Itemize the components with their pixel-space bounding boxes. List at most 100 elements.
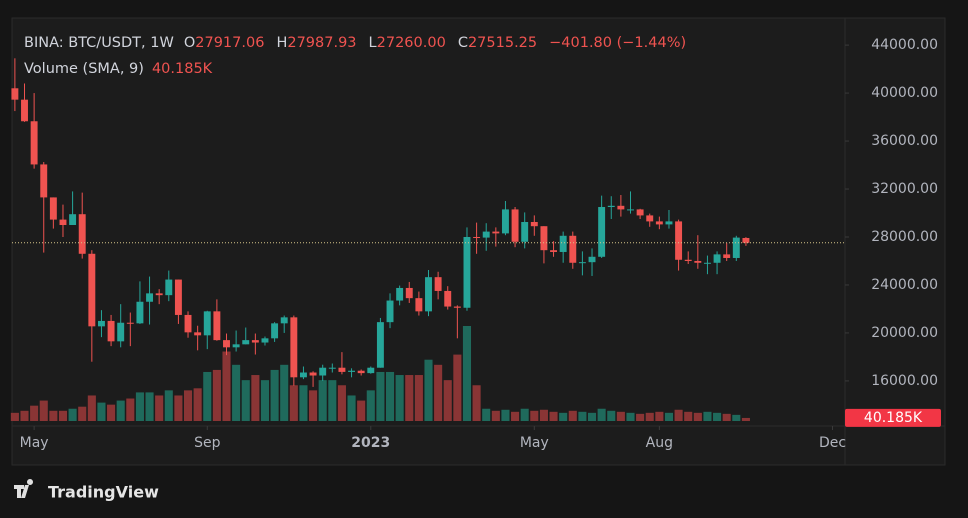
volume-bar xyxy=(511,411,520,421)
volume-bar xyxy=(164,390,173,421)
volume-bar xyxy=(145,392,154,421)
volume-bar xyxy=(741,417,750,421)
volume-bar xyxy=(732,414,741,421)
candle-body xyxy=(463,236,471,308)
volume-bar xyxy=(135,392,144,421)
candle-body xyxy=(453,306,461,308)
x-tick-label: May xyxy=(20,435,49,451)
volume-bar xyxy=(97,402,106,421)
candle-body xyxy=(261,338,269,343)
volume-bar xyxy=(155,395,164,421)
volume-bar xyxy=(414,375,423,421)
candle-body xyxy=(521,222,529,242)
ohlc-key: H xyxy=(276,35,287,51)
volume-bar xyxy=(309,390,318,421)
volume-bar xyxy=(193,388,202,421)
volume-bar xyxy=(270,369,279,421)
candle-body xyxy=(396,287,404,301)
candle-body xyxy=(703,262,711,264)
volume-bar xyxy=(462,326,472,421)
candle-body xyxy=(107,320,115,342)
candle-body xyxy=(559,235,567,252)
volume-bar xyxy=(482,408,491,421)
candle-body xyxy=(271,323,279,339)
candle-body xyxy=(290,317,298,378)
volume-bar xyxy=(241,380,250,421)
volume-bar xyxy=(636,413,645,421)
candle-body xyxy=(694,260,702,263)
y-tick-label: 24000.00 xyxy=(871,277,938,293)
logo-icon xyxy=(14,478,34,498)
volume-bar xyxy=(280,364,289,421)
x-tick-label: May xyxy=(520,435,549,451)
volume-bar xyxy=(559,412,568,421)
candle-body xyxy=(617,205,625,210)
volume-bar xyxy=(260,380,270,421)
volume-bar xyxy=(174,395,183,421)
candle-body xyxy=(627,209,634,211)
candle-body xyxy=(213,311,221,341)
volume-badge xyxy=(845,408,941,427)
volume-bar xyxy=(183,390,193,421)
candle-body xyxy=(319,367,327,376)
volume-bar xyxy=(39,400,48,421)
y-tick-label: 36000.00 xyxy=(871,133,938,149)
candle-body xyxy=(357,370,365,374)
volume-bar xyxy=(645,412,654,421)
x-tick-label: 2023 xyxy=(351,435,390,451)
volume-legend: Volume (SMA, 9) 40.185K xyxy=(24,61,213,77)
candle-body xyxy=(88,253,96,327)
volume-bar xyxy=(203,371,212,421)
y-tick-label: 28000.00 xyxy=(871,229,938,245)
volume-bar xyxy=(501,409,510,421)
volume-bar xyxy=(607,410,616,421)
candle-body xyxy=(40,164,48,198)
candle-body xyxy=(223,340,230,348)
candle-body xyxy=(251,340,259,343)
candle-body xyxy=(203,311,211,336)
volume-bar xyxy=(299,385,308,421)
volume-bar xyxy=(587,412,597,421)
y-tick-label: 32000.00 xyxy=(871,181,938,197)
volume-bar xyxy=(434,364,443,421)
volume-bar xyxy=(232,364,241,421)
candle-body xyxy=(78,214,86,254)
volume-bar xyxy=(68,408,77,421)
candle-body xyxy=(732,237,740,258)
candle-body xyxy=(136,301,144,324)
candle-body xyxy=(194,332,202,336)
change: −401.80 (−1.44%) xyxy=(549,35,686,51)
candle-body xyxy=(117,322,125,342)
volume-bar xyxy=(376,371,385,421)
volume-bar xyxy=(49,410,58,421)
volume-bar xyxy=(530,410,539,421)
volume-bar xyxy=(366,390,375,421)
candle-body xyxy=(511,209,519,242)
candle-body xyxy=(309,372,317,376)
volume-bar xyxy=(443,380,452,421)
candle-body xyxy=(155,293,163,296)
ohlc-legend: BINA: BTC/USDT, 1W O27917.06 H27987.93 L272… xyxy=(24,35,686,51)
candle-body xyxy=(723,254,731,258)
y-tick-label: 20000.00 xyxy=(871,325,938,341)
candle-body xyxy=(376,322,384,368)
volume-bar xyxy=(693,412,702,421)
candle-body xyxy=(348,370,356,372)
volume-bar xyxy=(405,375,414,421)
volume-bar xyxy=(549,411,558,421)
volume-bar xyxy=(424,359,433,421)
candle-body xyxy=(444,290,452,307)
volume-bar xyxy=(328,380,337,421)
candle-body xyxy=(97,320,105,327)
candle-body xyxy=(675,221,683,260)
symbol: BINA: BTC/USDT, 1W xyxy=(24,35,174,51)
volume-bar xyxy=(578,411,587,421)
volume-bar xyxy=(116,400,125,421)
volume-bar xyxy=(251,375,260,421)
x-tick-label: Dec xyxy=(819,435,846,451)
candle-body xyxy=(126,322,134,324)
candle-body xyxy=(69,214,77,225)
candle-body xyxy=(242,340,250,345)
volume-bar xyxy=(58,410,68,421)
